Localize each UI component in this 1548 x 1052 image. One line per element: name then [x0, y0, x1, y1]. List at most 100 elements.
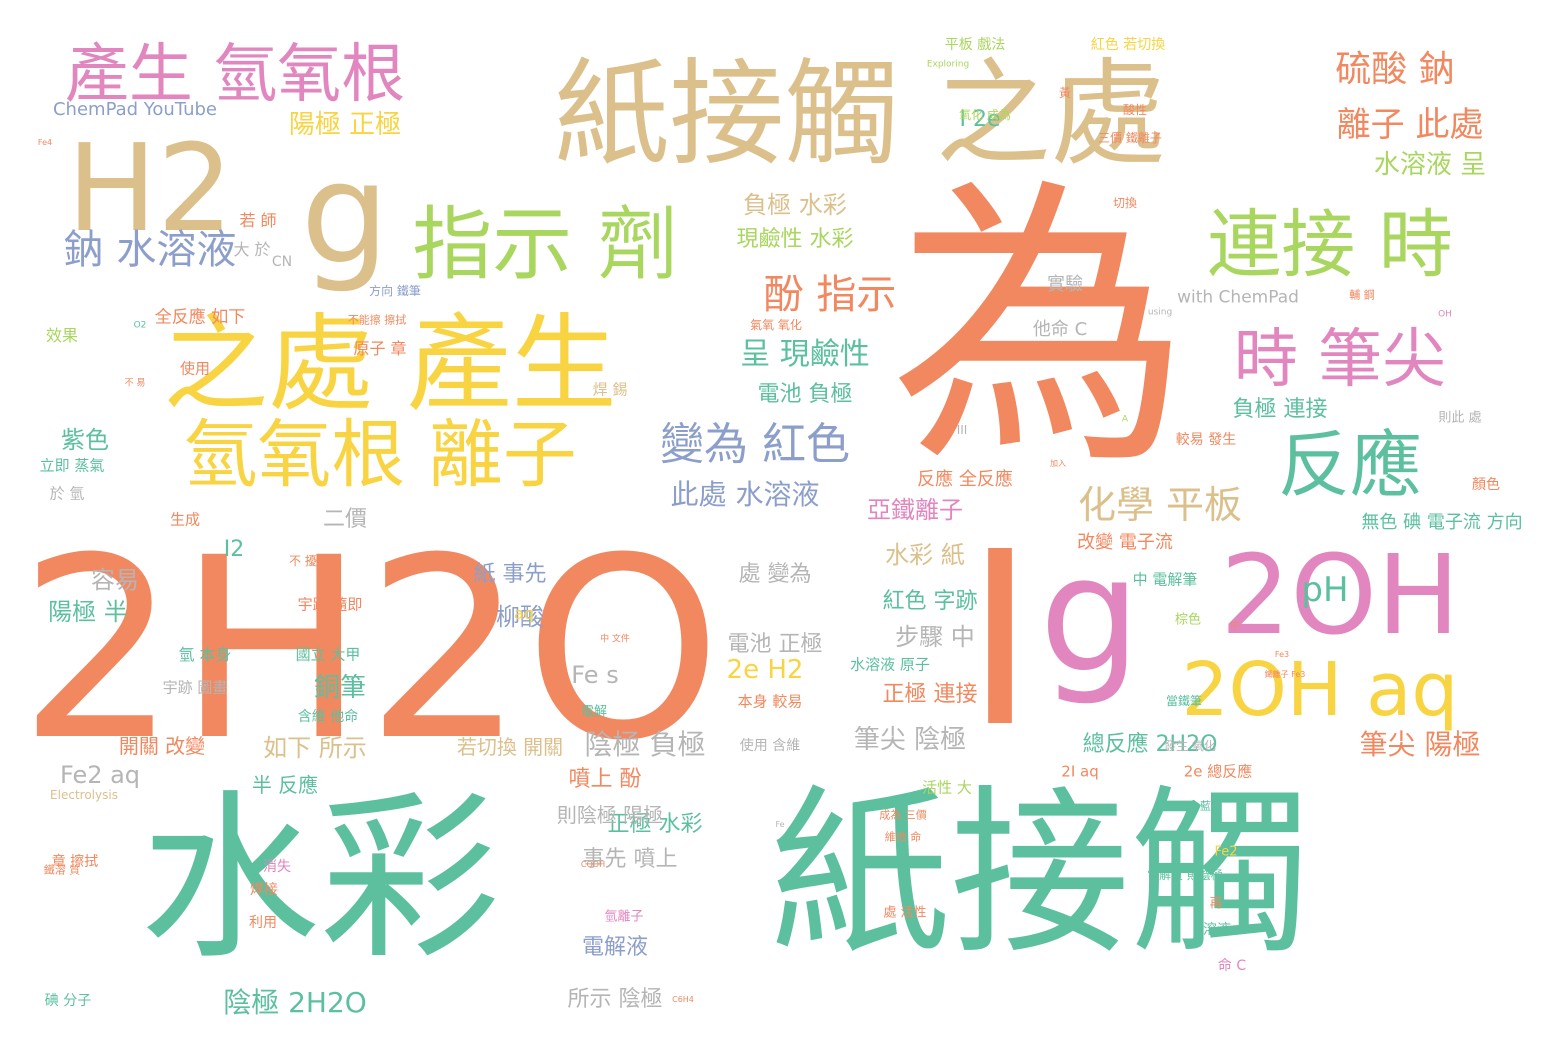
cloud-word: 產生 氫氧根 — [64, 38, 406, 112]
cloud-word: pH — [1301, 570, 1349, 610]
cloud-word: OH — [1438, 309, 1452, 320]
cloud-word: 國立 大甲 — [295, 645, 361, 664]
cloud-word: 亞鐵離子 — [867, 496, 963, 524]
cloud-word: 使用 — [179, 359, 211, 378]
cloud-word: Fe s — [571, 661, 619, 689]
cloud-word: 維他 命 — [884, 830, 922, 844]
cloud-word: 之處 產生 — [163, 303, 617, 426]
cloud-word: 紅色 若切換 — [1090, 37, 1166, 53]
cloud-word: 離子 此處 — [1336, 105, 1484, 145]
cloud-word: 2H2O — [18, 504, 722, 795]
cloud-word: 半 反應 — [251, 773, 319, 797]
cloud-word: Fe4 — [37, 138, 53, 147]
cloud-word: 反應 — [1277, 423, 1423, 507]
cloud-word: 變為 紅色 — [660, 419, 850, 470]
cloud-word: 噴上 酚 — [568, 767, 642, 792]
cloud-word: 2e 總反應 — [1183, 762, 1253, 781]
cloud-word: 2OH aq — [1181, 647, 1459, 733]
cloud-word: III — [956, 423, 968, 437]
cloud-word: 負極 連接 — [1232, 397, 1328, 422]
cloud-word: 電池 正極 — [727, 632, 823, 657]
cloud-word: 方向 鐵筆 — [369, 284, 421, 298]
cloud-word: g — [1039, 521, 1141, 708]
cloud-word: CN — [271, 254, 293, 270]
cloud-word: 命 C — [1217, 958, 1247, 974]
cloud-word: 鐵離子 Fe3 — [1264, 670, 1306, 679]
cloud-word: 現鹼性 水彩 — [736, 227, 854, 252]
cloud-word: 電解質 則陰極 — [1147, 868, 1223, 882]
cloud-word: 實驗 — [1047, 274, 1083, 295]
cloud-word: 紙接觸 之處 — [554, 47, 1166, 182]
cloud-word: 所示 陰極 — [567, 987, 663, 1012]
cloud-word: 為 — [890, 155, 1190, 504]
cloud-word: 輔 鋼 — [1349, 288, 1375, 302]
cloud-word: 呈 現鹼性 — [740, 337, 870, 372]
cloud-word: 焊接 — [250, 882, 278, 898]
cloud-word: 時 筆尖 — [1233, 323, 1447, 397]
cloud-word: 中 文件 — [600, 634, 630, 645]
cloud-word: 紫色 — [61, 426, 109, 454]
cloud-word: 2OH — [1220, 531, 1460, 659]
cloud-word: 切換 — [1112, 196, 1138, 210]
cloud-word: 筆尖 陰極 — [853, 725, 967, 755]
cloud-word: ChemPad YouTube — [52, 99, 218, 120]
cloud-word: 陰極 2H2O — [223, 986, 367, 1019]
cloud-word: 則陰極 陽極 — [556, 803, 664, 827]
cloud-word: A — [1121, 414, 1129, 425]
cloud-word: 處 變為 — [738, 562, 812, 587]
cloud-word: Fe3 — [1274, 650, 1290, 659]
cloud-word: 原子 章 — [353, 339, 407, 358]
cloud-word: 則此 處 — [1438, 410, 1482, 426]
cloud-word: 生成 — [169, 510, 201, 529]
cloud-word: Exploring — [926, 59, 970, 70]
cloud-word: 總反應 2H2O — [1082, 732, 1218, 757]
cloud-word: 利用 — [249, 915, 277, 931]
cloud-word: using — [1147, 307, 1173, 318]
cloud-word: C6H4 — [672, 995, 694, 1004]
cloud-word: 二價 — [322, 507, 368, 532]
cloud-word: 加入 — [1050, 459, 1066, 468]
cloud-word: 效果 — [45, 326, 79, 345]
cloud-word: 不能擦 擦拭 — [347, 313, 407, 327]
cloud-word: 宇跡 隨即 — [297, 595, 363, 614]
cloud-word: 2e H2 — [726, 655, 804, 685]
cloud-word: 電解液 — [581, 935, 649, 960]
cloud-word: 活性 大 — [922, 778, 972, 797]
cloud-word: 改變 電子流 — [1077, 532, 1173, 553]
cloud-word: 水彩 紙 — [885, 541, 965, 569]
cloud-word: 銅筆 — [313, 673, 367, 703]
cloud-word: 水溶液 呈 — [1373, 150, 1487, 180]
cloud-word: 較易 發生 — [1175, 432, 1237, 448]
cloud-word: 電池 負極 — [757, 382, 853, 407]
cloud-word: I — [964, 500, 1036, 780]
cloud-word: 負極 水彩 — [743, 191, 847, 219]
cloud-word: 紙接觸 — [769, 770, 1311, 979]
cloud-word: 化學 平板 — [1077, 483, 1243, 527]
cloud-word: 全反應 如下 — [154, 307, 246, 328]
cloud-word: 氧化 成為 — [959, 108, 1011, 122]
cloud-word: 發生 氧化 — [1164, 739, 1216, 753]
cloud-word: 焊 錫 — [592, 380, 628, 399]
cloud-word: 指示 劑 — [412, 198, 678, 291]
cloud-word: 不 易 — [124, 378, 146, 389]
cloud-word: 若 師 — [239, 211, 277, 230]
cloud-word: 立即 蒸氣 — [39, 456, 105, 475]
cloud-word: 平板 戲法 — [944, 37, 1006, 53]
cloud-word: 2I aq — [1061, 762, 1099, 781]
cloud-word: 此處 水溶液 — [670, 478, 820, 511]
cloud-word: 再 — [1209, 896, 1223, 912]
cloud-word: 事先 噴上 — [582, 847, 678, 872]
cloud-word: 藍色 — [1200, 799, 1222, 813]
cloud-word: 容易 — [91, 566, 139, 594]
cloud-word: 電解 — [580, 704, 608, 720]
cloud-word: 消失 — [263, 859, 291, 875]
cloud-word: 他命 C — [1032, 319, 1088, 340]
cloud-word: 於 氫 — [49, 484, 85, 503]
cloud-word: 步驟 中 — [895, 623, 975, 651]
cloud-word: I 2e — [959, 107, 1001, 132]
cloud-word: 氣氧 氧化 — [750, 318, 802, 332]
cloud-word: Fe — [775, 820, 785, 829]
cloud-word: 當鐵筆 — [1165, 694, 1203, 708]
cloud-word: 碘 分子 — [44, 993, 92, 1009]
cloud-word: 處 活性 — [883, 905, 927, 921]
